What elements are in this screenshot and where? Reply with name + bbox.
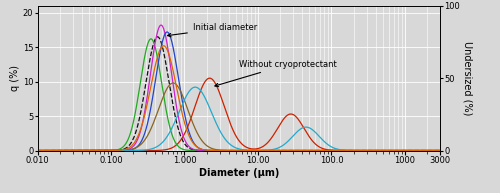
X-axis label: Diameter (μm): Diameter (μm): [198, 168, 279, 178]
Text: Initial diameter: Initial diameter: [168, 23, 257, 37]
Text: Without cryoprotectant: Without cryoprotectant: [215, 60, 336, 87]
Y-axis label: q (%): q (%): [10, 65, 20, 91]
Y-axis label: Undersized (%): Undersized (%): [462, 41, 472, 115]
